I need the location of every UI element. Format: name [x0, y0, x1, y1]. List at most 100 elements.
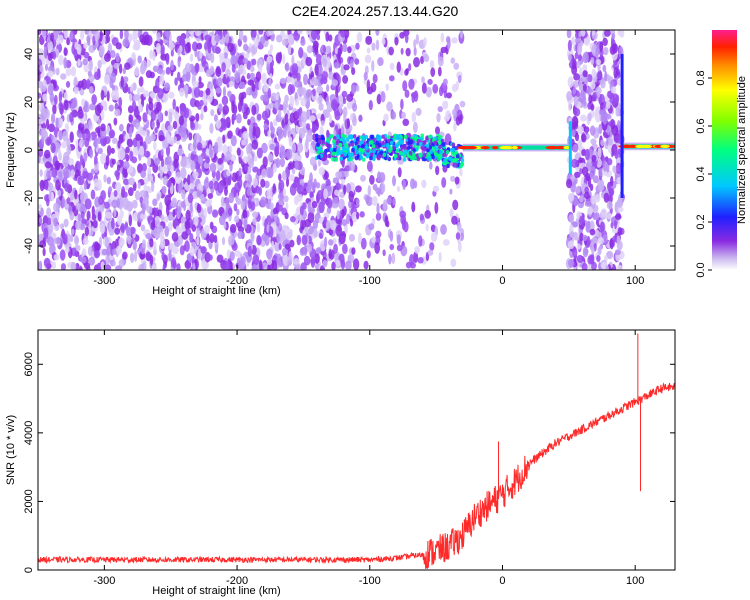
noise-speckle [69, 131, 74, 143]
noise-speckle [127, 187, 134, 197]
noise-speckle [142, 112, 148, 123]
noise-speckle [162, 175, 168, 186]
noise-speckle [165, 54, 170, 65]
noise-speckle [441, 177, 447, 188]
noise-speckle [93, 71, 101, 81]
carrier-peak [461, 146, 468, 150]
noise-speckle [209, 122, 214, 134]
noise-speckle [55, 117, 59, 129]
noise-speckle [168, 111, 173, 124]
noise-speckle [113, 62, 121, 70]
noise-speckle [164, 194, 172, 207]
noise-speckle [316, 247, 322, 255]
noise-speckle [78, 111, 84, 119]
noise-speckle [119, 30, 124, 40]
y-tick-label: -20 [23, 190, 35, 206]
noise-speckle [260, 94, 266, 101]
noise-speckle [378, 171, 386, 183]
noise-speckle [215, 46, 221, 54]
noise-speckle [207, 192, 214, 199]
signal-speckle [327, 153, 332, 159]
noise-speckle [300, 111, 308, 123]
noise-speckle [610, 222, 614, 229]
noise-speckle [438, 251, 442, 263]
signal-speckle [324, 148, 328, 154]
noise-speckle [137, 125, 143, 137]
noise-speckle [180, 216, 186, 226]
noise-speckle [197, 103, 202, 110]
noise-speckle [350, 160, 356, 172]
noise-speckle [576, 243, 581, 250]
noise-speckle [195, 30, 201, 37]
noise-speckle [243, 217, 248, 230]
noise-speckle [73, 48, 78, 59]
noise-speckle [223, 222, 227, 230]
signal-speckle [445, 149, 450, 155]
signal-speckle [352, 134, 357, 139]
noise-speckle [282, 53, 286, 65]
signal-speckle [338, 142, 342, 148]
noise-speckle [354, 58, 360, 65]
noise-speckle [358, 114, 363, 123]
noise-speckle [105, 211, 113, 219]
signal-speckle [314, 133, 319, 138]
noise-speckle [134, 66, 140, 77]
noise-speckle [615, 162, 622, 175]
noise-speckle [269, 44, 274, 52]
noise-speckle [350, 183, 355, 190]
signal-speckle [428, 134, 432, 140]
noise-speckle [319, 125, 324, 137]
noise-speckle [409, 254, 415, 266]
noise-speckle [305, 56, 313, 67]
noise-speckle [573, 73, 580, 81]
noise-speckle [397, 167, 402, 178]
noise-speckle [235, 197, 242, 206]
noise-speckle [340, 259, 346, 270]
noise-speckle [434, 201, 439, 214]
noise-speckle [272, 107, 277, 115]
noise-speckle [149, 238, 154, 248]
noise-speckle [451, 37, 458, 44]
noise-speckle [116, 164, 121, 172]
noise-speckle [172, 209, 176, 218]
noise-speckle [131, 52, 136, 60]
burst-edge [568, 121, 572, 174]
noise-speckle [599, 49, 604, 58]
noise-speckle [164, 225, 170, 237]
noise-speckle [222, 134, 226, 144]
noise-speckle [103, 201, 110, 209]
y-tick-label: 0 [23, 147, 35, 153]
noise-speckle [127, 235, 132, 245]
noise-speckle [172, 120, 178, 130]
noise-speckle [206, 233, 210, 244]
noise-speckle [436, 113, 441, 123]
noise-speckle [258, 30, 264, 35]
noise-speckle [246, 87, 250, 96]
carrier-peak [511, 146, 518, 150]
noise-speckle [225, 151, 232, 160]
noise-speckle [75, 202, 81, 211]
noise-speckle [326, 84, 330, 92]
signal-speckle [423, 140, 427, 145]
noise-speckle [132, 94, 140, 102]
noise-speckle [239, 81, 246, 89]
noise-speckle [284, 212, 289, 220]
signal-speckle [403, 145, 407, 150]
noise-speckle [155, 42, 161, 55]
noise-speckle [590, 57, 595, 65]
noise-speckle [143, 150, 151, 158]
noise-speckle [440, 224, 447, 235]
noise-speckle [572, 247, 578, 259]
signal-speckle [446, 163, 450, 169]
noise-speckle [580, 30, 586, 37]
noise-speckle [43, 108, 50, 119]
noise-speckle [221, 62, 226, 73]
noise-speckle [232, 113, 237, 121]
noise-speckle [54, 94, 58, 105]
signal-speckle [422, 153, 427, 158]
noise-speckle [149, 49, 154, 60]
noise-speckle [189, 246, 195, 256]
noise-speckle [596, 73, 603, 80]
signal-speckle [350, 152, 354, 157]
